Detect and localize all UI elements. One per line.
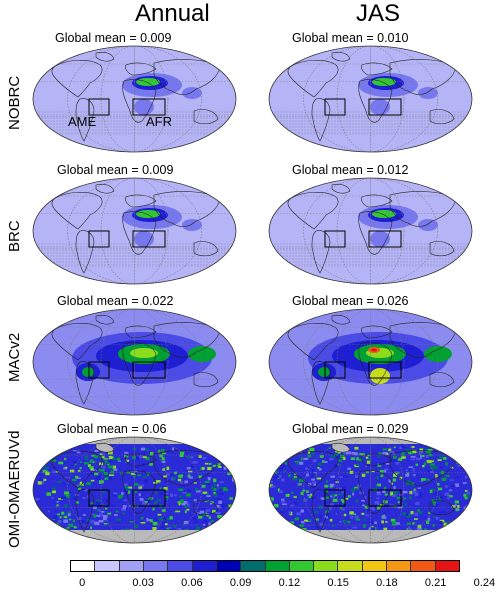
global-mean-nobrc-annual: Global mean = 0.009 xyxy=(55,31,172,45)
colorbar-segment xyxy=(71,561,96,571)
row-label-omi: OMI-OMAERUVd xyxy=(6,430,23,548)
colorbar-segment xyxy=(119,561,144,571)
region-box-afr xyxy=(368,98,402,116)
colorbar-segment xyxy=(289,561,315,571)
colorbar-segment xyxy=(411,561,436,571)
map-svg xyxy=(268,436,473,544)
region-box-ame xyxy=(324,98,346,116)
global-mean-macv2-jas: Global mean = 0.026 xyxy=(292,294,409,308)
map-svg xyxy=(268,177,473,285)
row-label-brc: BRC xyxy=(6,220,23,252)
colorbar-segment xyxy=(338,561,363,571)
map-macv2-jas xyxy=(268,308,473,416)
colorbar-tick-label: 0.24 xyxy=(473,577,496,589)
map-svg xyxy=(268,308,473,416)
global-mean-macv2-annual: Global mean = 0.022 xyxy=(57,294,174,308)
map-nobrc-annual: AME AFR xyxy=(32,45,237,153)
colorbar-segment xyxy=(192,561,217,571)
region-box-ame xyxy=(88,98,110,116)
colorbar-segment xyxy=(265,561,290,571)
map-svg xyxy=(268,45,473,153)
colorbar-tick-label: 0.21 xyxy=(424,577,447,589)
region-box-afr xyxy=(132,361,166,379)
region-box-ame xyxy=(324,230,346,248)
colorbar-segment xyxy=(362,561,388,571)
region-box-ame xyxy=(324,489,346,507)
region-box-afr xyxy=(368,361,402,379)
map-brc-jas xyxy=(268,177,473,285)
map-svg xyxy=(32,436,237,544)
global-mean-omi-annual: Global mean = 0.06 xyxy=(57,422,167,436)
colorbar-segment xyxy=(216,561,242,571)
colorbar-tick-label: 0 xyxy=(79,577,86,589)
map-omi-jas xyxy=(268,436,473,544)
colorbar-segment xyxy=(241,561,266,571)
region-box-afr xyxy=(368,489,402,507)
colorbar-segment xyxy=(387,561,412,571)
colorbar xyxy=(70,560,460,572)
region-box-ame xyxy=(88,230,110,248)
map-brc-annual xyxy=(32,177,237,285)
colorbar-segment xyxy=(314,561,339,571)
colorbar-segment xyxy=(143,561,169,571)
region-label-afr: AFR xyxy=(146,114,172,129)
region-box-afr xyxy=(132,489,166,507)
colorbar-tick-label: 0.15 xyxy=(327,577,349,589)
global-mean-brc-annual: Global mean = 0.009 xyxy=(57,163,174,177)
region-box-afr xyxy=(368,230,402,248)
global-mean-nobrc-jas: Global mean = 0.010 xyxy=(292,31,409,45)
column-title-jas: JAS xyxy=(356,0,401,27)
row-label-macv2: MACv2 xyxy=(6,332,23,382)
map-svg xyxy=(32,308,237,416)
colorbar-tick-label: 0.06 xyxy=(181,577,203,589)
region-label-ame: AME xyxy=(68,114,97,129)
region-box-afr xyxy=(132,230,166,248)
colorbar-tick-label: 0.18 xyxy=(376,577,398,589)
region-box-ame xyxy=(88,361,110,379)
map-svg xyxy=(32,177,237,285)
colorbar-tick-label: 0.03 xyxy=(132,577,154,589)
map-svg: AME AFR xyxy=(32,45,237,153)
map-nobrc-jas xyxy=(268,45,473,153)
global-mean-brc-jas: Global mean = 0.012 xyxy=(292,163,409,177)
region-box-afr xyxy=(132,98,166,116)
column-title-annual: Annual xyxy=(135,0,210,27)
region-box-ame xyxy=(324,361,346,379)
region-box-ame xyxy=(88,489,110,507)
colorbar-tick-label: 0.09 xyxy=(229,577,252,589)
map-omi-annual xyxy=(32,436,237,544)
global-mean-omi-jas: Global mean = 0.029 xyxy=(292,422,409,436)
row-label-nobrc: NOBRC xyxy=(6,75,23,130)
colorbar-segment xyxy=(95,561,120,571)
colorbar-segment xyxy=(168,561,193,571)
colorbar-segment xyxy=(435,561,459,571)
map-macv2-annual xyxy=(32,308,237,416)
colorbar-tick-label: 0.12 xyxy=(278,577,301,589)
